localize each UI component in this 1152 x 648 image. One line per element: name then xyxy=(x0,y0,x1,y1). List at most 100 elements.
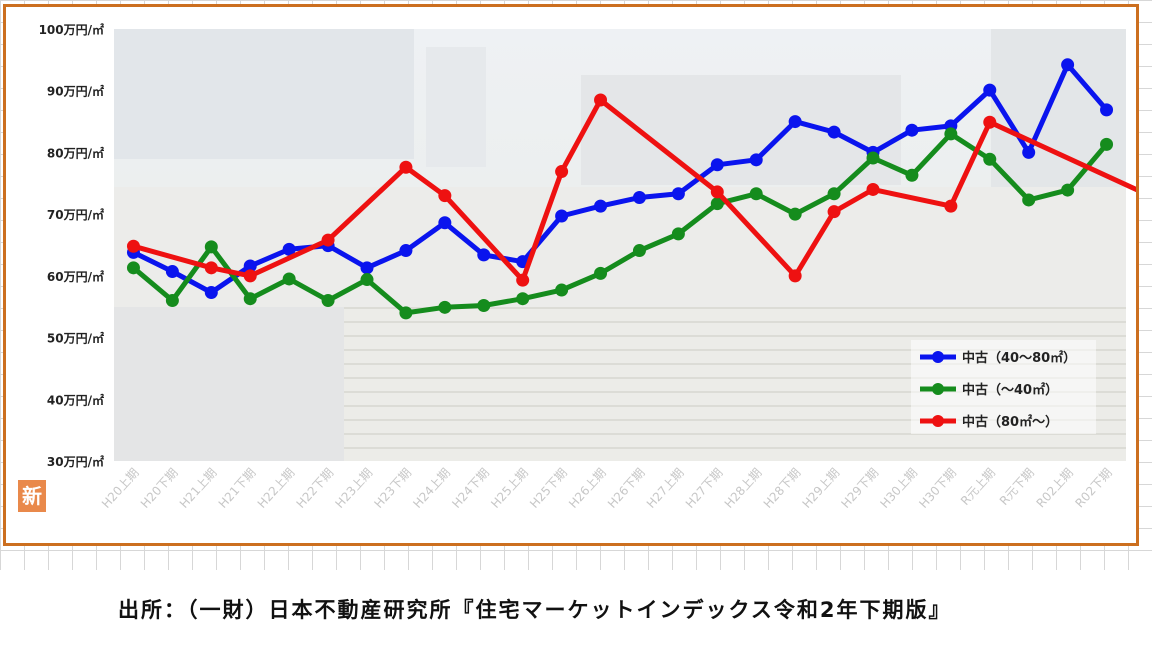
y-tick-label: 80万円/㎡ xyxy=(47,145,104,160)
x-tick-label: H21下期 xyxy=(216,466,259,511)
legend-label: 中古（40～80㎡） xyxy=(962,350,1076,366)
series-0 xyxy=(126,58,1114,300)
data-point xyxy=(1022,193,1036,207)
x-tick-label: H29下期 xyxy=(839,466,882,511)
data-point xyxy=(1022,145,1036,159)
x-tick-label: R02下期 xyxy=(1073,466,1115,511)
x-tick-label: H20下期 xyxy=(138,466,181,511)
x-tick-label: H28上期 xyxy=(722,466,765,511)
x-tick-label: H21上期 xyxy=(177,466,220,511)
new-badge-icon: 新 xyxy=(18,480,46,512)
series-layer xyxy=(126,58,1136,320)
source-caption: 出所：（一財）日本不動産研究所『住宅マーケットインデックス令和2年下期版』 xyxy=(118,598,952,622)
data-point xyxy=(671,227,685,241)
data-point xyxy=(905,168,919,182)
data-point xyxy=(126,261,140,275)
x-tick-label: H22上期 xyxy=(255,466,298,511)
data-point xyxy=(905,123,919,137)
series-line xyxy=(131,97,1136,283)
data-point xyxy=(165,294,179,308)
line-chart: 30万円/㎡ 40万円/㎡ 50万円/㎡ 60万円/㎡ 70万円/㎡ 80万円/㎡ 90万円… xyxy=(39,22,1136,511)
x-axis: H20上期H20下期H21上期H21下期H22上期H22下期H23上期H23下期… xyxy=(99,466,1115,511)
data-point xyxy=(360,273,374,287)
data-point xyxy=(827,125,841,139)
data-point xyxy=(204,286,218,300)
data-point xyxy=(477,248,491,262)
data-point xyxy=(516,273,530,287)
legend: 中古（40～80㎡） 中古（～40㎡） 中古（80㎡～） xyxy=(911,340,1096,434)
x-tick-label: H22下期 xyxy=(294,466,337,511)
data-point xyxy=(360,261,374,275)
series-line xyxy=(131,131,1109,316)
data-point xyxy=(321,294,335,308)
x-tick-label: R元上期 xyxy=(958,466,998,508)
data-point xyxy=(516,292,530,306)
data-point xyxy=(944,127,958,141)
data-point xyxy=(710,185,724,199)
data-point xyxy=(243,292,257,306)
data-point xyxy=(438,300,452,314)
data-point xyxy=(594,93,608,107)
y-tick-label: 90万円/㎡ xyxy=(47,84,104,99)
data-point xyxy=(827,187,841,201)
data-point xyxy=(165,265,179,279)
legend-swatch-marker xyxy=(932,415,944,427)
y-tick-label: 30万円/㎡ xyxy=(47,454,104,469)
data-point xyxy=(827,205,841,219)
data-point xyxy=(944,199,958,213)
data-point xyxy=(788,207,802,221)
data-point xyxy=(204,240,218,254)
x-tick-label: H23下期 xyxy=(371,466,414,511)
data-point xyxy=(594,199,608,213)
data-point xyxy=(438,189,452,203)
data-point xyxy=(1100,137,1114,151)
data-point xyxy=(1100,103,1114,117)
data-point xyxy=(555,209,569,223)
data-point xyxy=(321,233,335,247)
data-point xyxy=(866,182,880,196)
data-point xyxy=(632,244,646,258)
data-point xyxy=(399,306,413,320)
data-point xyxy=(671,187,685,201)
x-tick-label: H26上期 xyxy=(566,466,609,511)
data-point xyxy=(243,259,257,273)
data-point xyxy=(204,261,218,275)
chart-frame[interactable]: 30万円/㎡ 40万円/㎡ 50万円/㎡ 60万円/㎡ 70万円/㎡ 80万円/㎡ 90万円… xyxy=(3,4,1139,546)
y-tick-label: 100万円/㎡ xyxy=(39,22,104,37)
legend-label: 中古（80㎡～） xyxy=(962,414,1058,430)
x-tick-label: H25下期 xyxy=(527,466,570,511)
data-point xyxy=(555,165,569,179)
x-tick-label: H24下期 xyxy=(449,466,492,511)
data-point xyxy=(983,83,997,97)
y-tick-label: 40万円/㎡ xyxy=(47,392,104,407)
data-point xyxy=(126,239,140,253)
data-point xyxy=(399,244,413,258)
series-line xyxy=(131,62,1109,295)
data-point xyxy=(710,197,724,211)
x-tick-label: H29上期 xyxy=(800,466,843,511)
x-tick-label: H30上期 xyxy=(877,466,920,511)
y-tick-label: 60万円/㎡ xyxy=(47,269,104,284)
x-tick-label: H24上期 xyxy=(410,466,453,511)
x-tick-label: H20上期 xyxy=(99,466,142,511)
y-tick-label: 50万円/㎡ xyxy=(47,331,104,346)
data-point xyxy=(983,152,997,166)
data-point xyxy=(710,158,724,172)
data-point xyxy=(1061,58,1075,72)
x-tick-label: H28下期 xyxy=(761,466,804,511)
data-point xyxy=(749,187,763,201)
data-point xyxy=(632,190,646,204)
data-point xyxy=(399,160,413,174)
legend-swatch-marker xyxy=(932,351,944,363)
data-point xyxy=(788,115,802,129)
y-axis: 30万円/㎡ 40万円/㎡ 50万円/㎡ 60万円/㎡ 70万円/㎡ 80万円/㎡ 90万円… xyxy=(39,22,104,469)
data-point xyxy=(477,298,491,312)
data-point xyxy=(282,272,296,286)
sheet-footer-area xyxy=(0,570,1152,648)
x-tick-label: H25上期 xyxy=(488,466,531,511)
data-point xyxy=(594,266,608,280)
data-point xyxy=(282,242,296,256)
x-tick-label: R元下期 xyxy=(997,466,1037,508)
x-tick-label: H27上期 xyxy=(644,466,687,511)
x-tick-label: H26下期 xyxy=(605,466,648,511)
